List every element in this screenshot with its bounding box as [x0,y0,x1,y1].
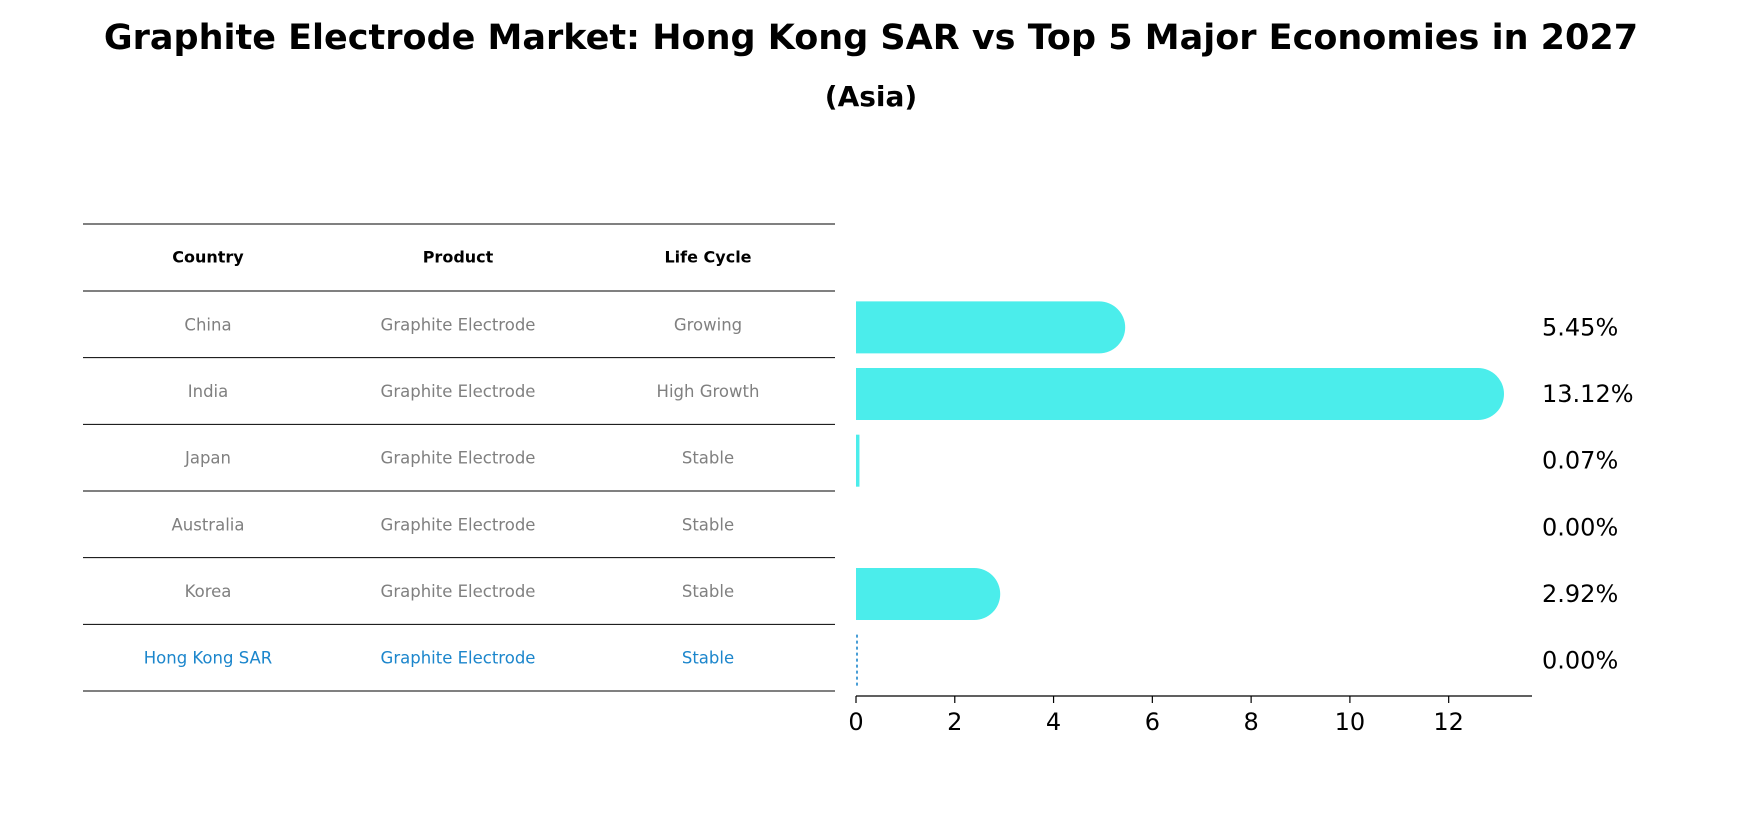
bar [856,434,860,487]
bar-value-label: 0.00% [1542,647,1618,675]
table-cell-country: Australia [172,515,245,534]
chart-title: Graphite Electrode Market: Hong Kong SAR… [103,18,1639,58]
table-cell-country: India [188,382,229,401]
x-tick-label: 0 [848,708,863,736]
table-cell-life-cycle: Stable [682,649,734,668]
table-cell-country: Japan [184,449,231,468]
table-cell-country: Hong Kong SAR [144,649,272,668]
table-cell-life-cycle: Growing [674,315,742,334]
table-cell-product: Graphite Electrode [381,382,536,401]
table-cell-product: Graphite Electrode [381,649,536,668]
bar [856,568,1001,621]
table-cell-life-cycle: High Growth [657,382,760,401]
table-header-country: Country [172,248,244,267]
table-header-product: Product [423,248,494,267]
bar [856,301,1126,354]
x-tick-label: 10 [1335,708,1366,736]
table-cell-product: Graphite Electrode [381,515,536,534]
table-cell-life-cycle: Stable [682,449,734,468]
table-cell-country: Korea [185,582,232,601]
x-tick-label: 2 [947,708,962,736]
x-tick-label: 8 [1243,708,1258,736]
bar-value-label: 2.92% [1542,580,1618,608]
table-header-life-cycle: Life Cycle [664,248,751,267]
table-cell-product: Graphite Electrode [381,582,536,601]
x-tick-label: 12 [1433,708,1464,736]
table-cell-product: Graphite Electrode [381,449,536,468]
bar-value-label: 5.45% [1542,313,1618,341]
bar [856,368,1505,421]
table-cell-product: Graphite Electrode [381,315,536,334]
bar-value-label: 13.12% [1542,380,1634,408]
x-tick-label: 4 [1046,708,1061,736]
table-cell-life-cycle: Stable [682,515,734,534]
chart-subtitle: (Asia) [824,80,918,113]
table-cell-country: China [184,315,231,334]
bar-value-label: 0.00% [1542,513,1618,541]
x-tick-label: 6 [1145,708,1160,736]
table-cell-life-cycle: Stable [682,582,734,601]
bar-value-label: 0.07% [1542,447,1618,475]
